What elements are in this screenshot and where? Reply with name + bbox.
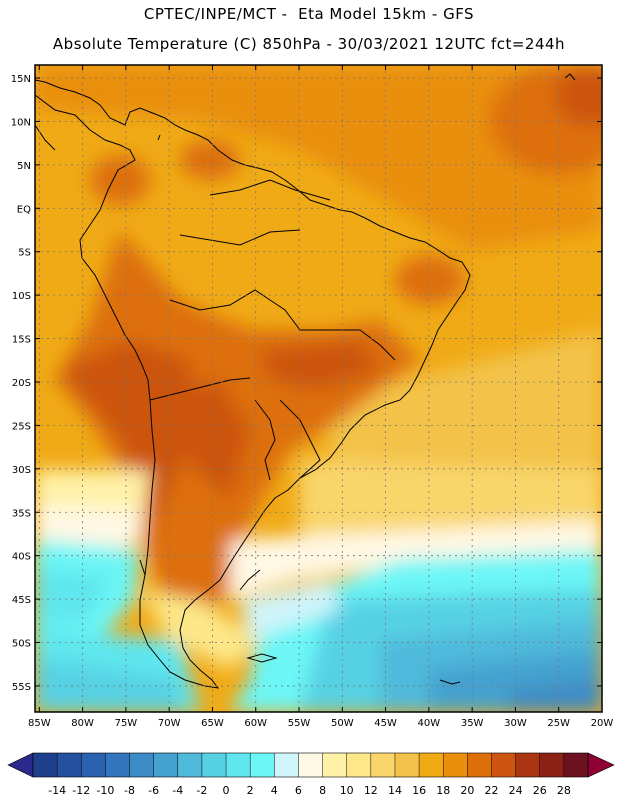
temperature-field xyxy=(35,65,602,712)
colorbar-label: 12 xyxy=(364,784,378,797)
lon-tick-label: 85W xyxy=(28,718,51,729)
colorbar-label: -14 xyxy=(48,784,66,797)
colorbar-swatch xyxy=(177,753,203,777)
lon-tick-label: 80W xyxy=(71,718,94,729)
colorbar-label: 26 xyxy=(533,784,547,797)
colorbar-swatch xyxy=(539,753,565,777)
colorbar-swatch xyxy=(129,753,155,777)
colorbar-swatch xyxy=(491,753,517,777)
colorbar-label: 4 xyxy=(271,784,278,797)
lon-tick-label: 50W xyxy=(331,718,354,729)
lat-tick-label: 20S xyxy=(12,378,31,389)
coastlines xyxy=(35,73,576,689)
lon-tick-label: 45W xyxy=(374,718,397,729)
lat-tick-label: 30S xyxy=(12,465,31,476)
lon-tick-label: 40W xyxy=(418,718,441,729)
map-subtitle: Absolute Temperature (C) 850hPa - 30/03/… xyxy=(52,35,566,53)
colorbar-swatch xyxy=(298,753,324,777)
colorbar-swatch xyxy=(419,753,444,777)
colorbar-label: 6 xyxy=(295,784,302,797)
colorbar-swatch xyxy=(394,753,420,777)
colorbar-label: 20 xyxy=(460,784,474,797)
colorbar-label: 14 xyxy=(388,784,402,797)
lat-tick-label: 5N xyxy=(17,161,31,172)
lat-tick-label: 45S xyxy=(12,595,31,606)
colorbar-swatch xyxy=(322,753,348,777)
colorbar-swatch xyxy=(33,753,58,777)
graticule xyxy=(35,65,602,712)
longitude-axis: 85W 80W 75W 70W 65W 60W 55W 50W 45W 40W 35W 30W 25W 2… xyxy=(28,65,613,729)
lat-tick-label: 10N xyxy=(11,117,31,128)
lat-tick-label: 15S xyxy=(12,335,31,346)
colorbar-label: -10 xyxy=(96,784,114,797)
colorbar-label: 2 xyxy=(247,784,254,797)
lat-tick-label: 35S xyxy=(12,508,31,519)
colorbar-swatch xyxy=(250,753,275,777)
colorbar-label: 28 xyxy=(557,784,571,797)
colorbar-swatch xyxy=(153,753,179,777)
lat-tick-label: EQ xyxy=(17,204,31,215)
colorbar-swatch xyxy=(370,753,396,777)
lon-tick-label: 65W xyxy=(201,718,224,729)
map-title: CPTEC/INPE/MCT - Eta Model 15km - GFS xyxy=(143,5,475,23)
colorbar: -14 -12 -10 -8 -6 -4 -2 0 2 4 6 8 10 12 14 16 18 20 22 24 26… xyxy=(7,752,615,797)
colorbar-swatch xyxy=(81,753,106,777)
colorbar-swatch xyxy=(443,753,468,777)
lon-tick-label: 60W xyxy=(244,718,267,729)
lat-tick-label: 5S xyxy=(18,248,31,259)
colorbar-frame xyxy=(32,752,589,778)
colorbar-label: 24 xyxy=(509,784,523,797)
colorbar-label: 16 xyxy=(412,784,426,797)
lon-tick-label: 25W xyxy=(547,718,570,729)
colorbar-swatch xyxy=(515,753,541,777)
colorbar-label: 18 xyxy=(436,784,450,797)
colorbar-label: 8 xyxy=(319,784,326,797)
lat-tick-label: 25S xyxy=(12,421,31,432)
latitude-axis: 15N 10N 5N EQ 5S 10S 15S 20S 25S 30S 35S 40S 45S 50S 5… xyxy=(11,74,602,693)
colorbar-label: 0 xyxy=(223,784,230,797)
lat-tick-label: 40S xyxy=(12,552,31,563)
map-frame xyxy=(34,64,603,713)
lon-tick-label: 35W xyxy=(461,718,484,729)
colorbar-label: -2 xyxy=(196,784,207,797)
colorbar-swatch xyxy=(563,753,589,777)
colorbar-low-arrow xyxy=(7,752,34,778)
lon-tick-label: 30W xyxy=(504,718,527,729)
colorbar-swatch xyxy=(105,753,131,777)
colorbar-label: -8 xyxy=(124,784,135,797)
lon-tick-label: 70W xyxy=(158,718,181,729)
lat-tick-label: 15N xyxy=(11,74,31,85)
colorbar-swatch xyxy=(226,753,251,777)
lat-tick-label: 55S xyxy=(12,682,31,693)
lon-tick-label: 55W xyxy=(288,718,311,729)
colorbar-swatch xyxy=(201,753,227,777)
colorbar-swatch xyxy=(467,753,492,777)
colorbar-label: 22 xyxy=(484,784,498,797)
colorbar-swatch xyxy=(57,753,82,777)
lon-tick-label: 20W xyxy=(591,718,614,729)
colorbar-high-arrow xyxy=(587,752,615,778)
colorbar-label: -4 xyxy=(172,784,183,797)
colorbar-swatch xyxy=(346,753,372,777)
colorbar-label: 10 xyxy=(340,784,354,797)
colorbar-label: -6 xyxy=(148,784,159,797)
lat-tick-label: 50S xyxy=(12,639,31,650)
colorbar-label: -12 xyxy=(72,784,90,797)
colorbar-swatch xyxy=(274,753,299,777)
lat-tick-label: 10S xyxy=(12,291,31,302)
lon-tick-label: 75W xyxy=(115,718,138,729)
